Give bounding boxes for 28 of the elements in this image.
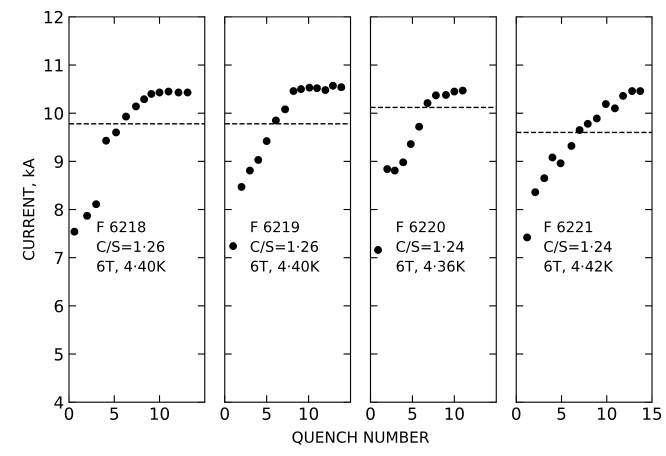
y-tick-label: 4 (54, 396, 64, 409)
x-tick-label: 0 (64, 407, 74, 420)
y-axis-title: CURRENT, kA (22, 158, 36, 260)
x-tick-label: 0 (366, 407, 375, 420)
y-tick-label: 11 (44, 59, 63, 72)
annotation: F 6219 C/S=1·26 6T, 4·40K (250, 221, 320, 274)
x-tick-label: 0 (220, 407, 229, 420)
y-tick-label: 8 (54, 203, 63, 216)
x-tick-label: 5 (408, 408, 416, 420)
y-tick-label: 7 (54, 252, 63, 264)
x-tick-label: 10 (446, 407, 464, 420)
y-tick-label: 12 (44, 10, 62, 24)
y-tick-label: 6 (54, 300, 64, 312)
x-tick-label: 5 (262, 408, 271, 420)
x-tick-label: 15 (643, 408, 662, 420)
x-tick-label: 0 (512, 407, 520, 420)
x-axis-title: QUENCH NUMBER (292, 431, 429, 445)
x-tick-label: 10 (598, 407, 616, 420)
annotation: F 6221 C/S=1·24 6T, 4·42K (544, 221, 614, 274)
x-tick-label: 10 (150, 407, 170, 420)
x-tick-label: 5 (110, 408, 118, 420)
y-tick-label: 10 (44, 107, 64, 120)
x-tick-label: 10 (300, 407, 318, 420)
y-tick-label: 9 (54, 155, 63, 168)
x-tick-label: 5 (557, 408, 566, 420)
annotation: F 6218 C/S=1·26 6T, 4·40K (96, 221, 166, 274)
annotation: F 6220 C/S=1·24 6T, 4·36K (396, 221, 466, 274)
y-tick-label: 5 (54, 348, 63, 361)
